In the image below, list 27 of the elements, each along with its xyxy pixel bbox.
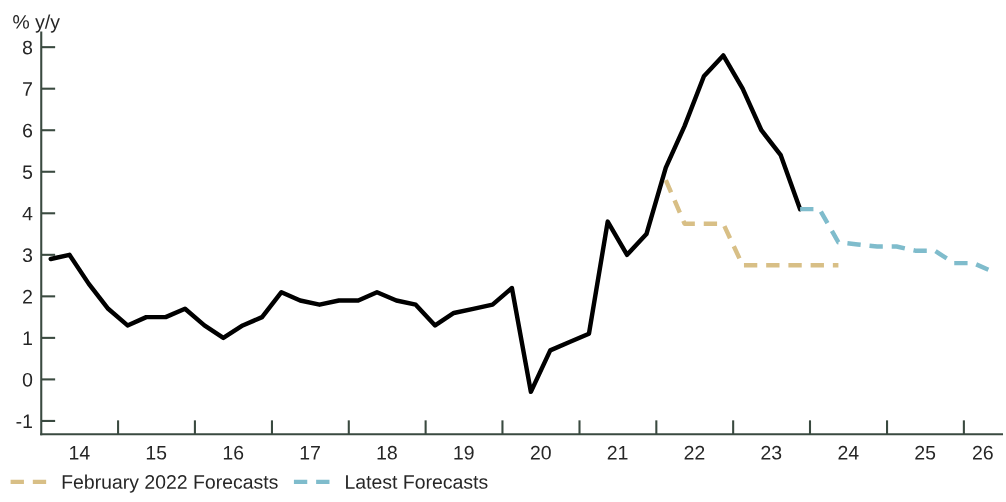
x-tick-label: 23 [761,445,782,460]
x-tick-label: 22 [684,445,705,460]
x-tick-label: 20 [530,445,551,460]
y-tick-label: 7 [23,82,32,96]
x-tick-label: 25 [915,445,936,460]
legend-label: February 2022 Forecasts [62,474,278,493]
x-tick-label: 16 [223,445,244,460]
y-tick-label: 5 [22,165,33,179]
y-tick-label: 3 [22,248,33,263]
y-tick-label: 1 [23,331,32,345]
x-tick-label: 17 [300,446,320,460]
y-tick-label: -1 [16,414,32,428]
x-tick-label: 24 [838,445,859,460]
y-tick-label: 6 [23,123,33,138]
y-tick-label: 4 [22,206,33,221]
x-tick-label: 26 [972,445,993,460]
x-tick-label: 15 [146,446,167,460]
y-tick-label: 8 [22,40,33,55]
x-tick-label: 19 [454,445,474,460]
y-tick-label: 0 [22,372,33,387]
y-tick-label: 2 [23,289,32,304]
x-tick-label: 14 [70,446,90,460]
x-tick-label: 18 [377,445,397,460]
y-axis-title: % y/y [13,14,60,33]
legend-label: Latest Forecasts [346,475,488,489]
line-series [48,53,803,395]
x-tick-label: 21 [607,445,628,460]
